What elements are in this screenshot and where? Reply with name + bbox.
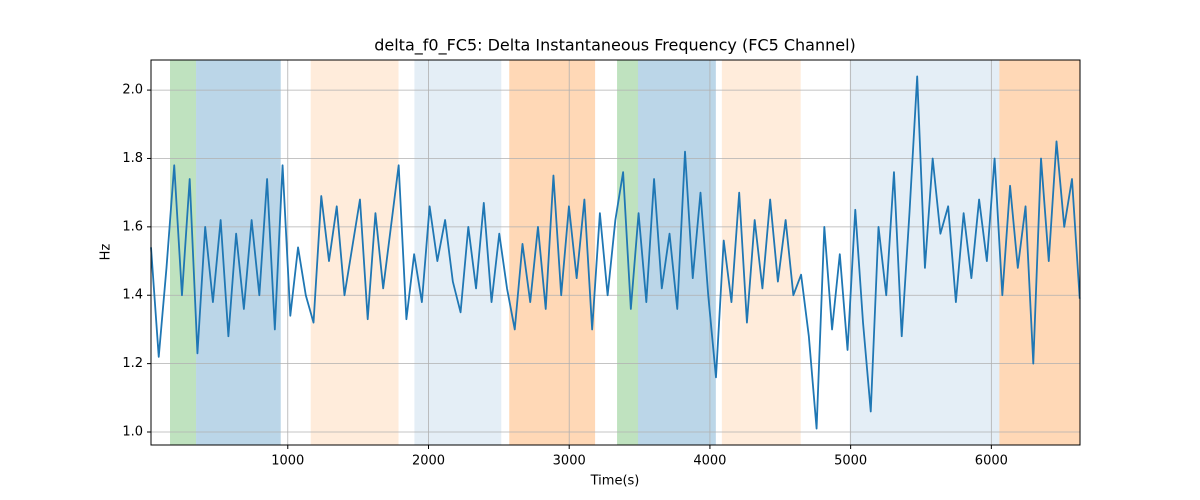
highlight-span (638, 60, 716, 445)
y-axis-label: Hz (99, 244, 114, 261)
highlight-span (999, 60, 1080, 445)
data-line (150, 75, 1081, 430)
plot-frame (150, 59, 1081, 446)
x-axis-label: Time(s) (590, 474, 640, 489)
x-tick-label: 5000 (834, 454, 867, 469)
highlight-span (310, 60, 399, 445)
y-tick-label: 2.0 (122, 83, 143, 98)
y-tick-label: 1.4 (122, 288, 143, 303)
y-tick-label: 1.0 (122, 425, 143, 440)
x-tick-label: 1000 (271, 454, 304, 469)
highlight-span (169, 60, 197, 445)
y-tick-label: 1.2 (122, 356, 143, 371)
chart-title: delta_f0_FC5: Delta Instantaneous Freque… (374, 36, 856, 56)
x-tick-label: 2000 (412, 454, 445, 469)
x-tick-label: 6000 (975, 454, 1008, 469)
y-tick-label: 1.6 (122, 219, 143, 234)
x-tick-label: 4000 (693, 454, 726, 469)
y-tick-label: 1.8 (122, 151, 143, 166)
x-tick-label: 3000 (553, 454, 586, 469)
